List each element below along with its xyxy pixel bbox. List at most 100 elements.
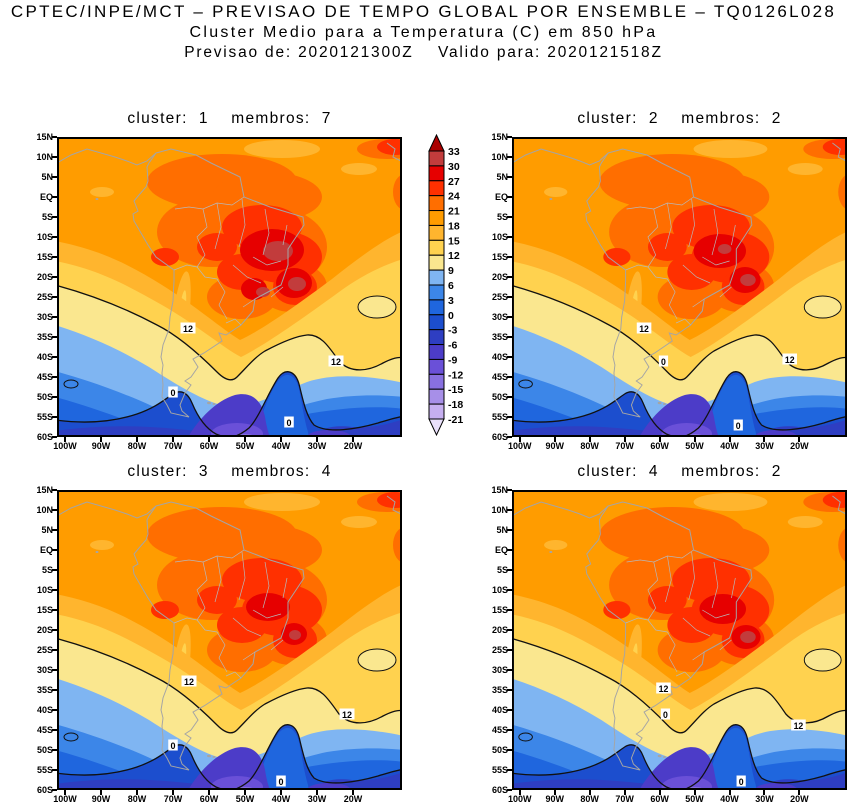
lon-tick-label: 70W bbox=[163, 441, 183, 451]
lat-tick-label: 30S bbox=[491, 665, 508, 675]
warm-region-24-27 bbox=[377, 139, 402, 155]
lon-tick-label: 90W bbox=[545, 441, 564, 451]
colorbar-cell bbox=[428, 344, 445, 360]
contour-label: 12 bbox=[785, 355, 795, 365]
lon-tick-label: 100W bbox=[508, 794, 532, 803]
lat-tick-label: 40S bbox=[36, 352, 53, 362]
lon-tick-label: 60W bbox=[650, 794, 669, 803]
panel-1-title: cluster: 1 membros: 7 bbox=[127, 110, 332, 127]
lat-tick-label: 55S bbox=[36, 765, 53, 775]
central-america-coastline bbox=[512, 148, 609, 166]
warm-region-24-27 bbox=[822, 139, 847, 155]
lat-tick bbox=[507, 509, 512, 511]
lon-tick bbox=[798, 437, 801, 442]
contour-label: 12 bbox=[639, 324, 649, 334]
south-america-coastline bbox=[585, 148, 753, 418]
lat-tick bbox=[52, 156, 57, 158]
lat-tick bbox=[52, 176, 57, 178]
lon-tick bbox=[64, 437, 66, 442]
lat-tick-label: 10S bbox=[36, 232, 53, 242]
lon-tick-label: 20W bbox=[343, 794, 363, 803]
colorbar-cell bbox=[428, 358, 445, 375]
lon-tick bbox=[208, 437, 210, 442]
lat-tick bbox=[52, 769, 57, 771]
lat-tick-label: EQ bbox=[494, 192, 508, 202]
colorbar-boundary-label: 15 bbox=[448, 235, 460, 247]
central-america-coastline bbox=[512, 501, 609, 519]
lon-tick bbox=[100, 790, 102, 795]
lon-tick bbox=[588, 790, 591, 795]
lat-tick-label: 15N bbox=[491, 132, 508, 142]
lat-tick bbox=[52, 356, 57, 358]
lat-tick-label: 10N bbox=[491, 152, 508, 162]
lat-tick-label: 15N bbox=[491, 485, 508, 495]
lon-tick bbox=[658, 790, 661, 795]
colorbar-arrow-up bbox=[428, 134, 445, 152]
contour-label: 0 bbox=[663, 710, 668, 720]
colorbar-cell bbox=[428, 269, 445, 286]
lat-tick bbox=[52, 196, 57, 198]
cool-patch bbox=[693, 140, 768, 158]
contour-label: 12 bbox=[342, 710, 352, 720]
lat-tick bbox=[507, 529, 512, 531]
contour-label: 0 bbox=[278, 777, 283, 787]
contour-label: 0 bbox=[736, 421, 741, 431]
colorbar-cell bbox=[428, 239, 445, 256]
colorbar-boundary-label: -9 bbox=[448, 354, 457, 366]
lon-tick-label: 60W bbox=[199, 794, 219, 803]
colorbar-boundary-label: -15 bbox=[448, 384, 463, 396]
cool-patch bbox=[244, 140, 320, 158]
lat-tick bbox=[507, 236, 512, 238]
colorbar-boundary-label: -6 bbox=[448, 340, 457, 352]
lat-tick-label: 60S bbox=[491, 785, 508, 795]
contour-label: 12 bbox=[794, 721, 804, 731]
lat-tick bbox=[507, 376, 512, 378]
lon-tick-label: 20W bbox=[790, 441, 809, 451]
lon-tick bbox=[352, 790, 354, 795]
lat-tick bbox=[507, 356, 512, 358]
contour-label: 0 bbox=[170, 741, 175, 751]
lon-tick-label: 80W bbox=[127, 441, 147, 451]
lat-tick-label: 20S bbox=[491, 272, 508, 282]
lat-tick bbox=[52, 649, 57, 651]
hot-core-30-33 bbox=[740, 274, 756, 286]
colorbar-boundary-label: 6 bbox=[448, 280, 454, 292]
lat-tick-label: 55S bbox=[491, 412, 508, 422]
lon-tick-label: 60W bbox=[650, 441, 669, 451]
lat-tick bbox=[52, 276, 57, 278]
colorbar-cell bbox=[428, 403, 445, 420]
lon-tick bbox=[553, 790, 556, 795]
lat-tick-label: 10N bbox=[36, 152, 53, 162]
colorbar-boundary-label: 0 bbox=[448, 310, 454, 322]
lon-tick bbox=[518, 790, 521, 795]
lat-tick-label: 40S bbox=[36, 705, 53, 715]
lon-tick-label: 90W bbox=[91, 794, 111, 803]
panel-cluster-3: cluster: 3 membros: 4 12 12 0 0 15N 10N 5N EQ 5… bbox=[36, 463, 402, 803]
lat-tick bbox=[52, 256, 57, 258]
lon-tick bbox=[763, 437, 766, 442]
lat-tick bbox=[52, 749, 57, 751]
colorbar-boundary-label: -21 bbox=[448, 414, 463, 426]
lat-tick-label: 10N bbox=[491, 505, 508, 515]
warm-region-24-27 bbox=[603, 601, 631, 619]
colorbar-boundary-label: 33 bbox=[448, 146, 460, 158]
lon-tick-label: 30W bbox=[755, 441, 774, 451]
central-america-coastline bbox=[57, 501, 157, 519]
contour-label: 0 bbox=[661, 357, 666, 367]
colorbar-boundary-label: -12 bbox=[448, 369, 463, 381]
lat-tick bbox=[52, 509, 57, 511]
map-panel-4: 12 12 0 0 bbox=[512, 490, 847, 790]
lat-tick-label: 30S bbox=[36, 665, 53, 675]
lat-tick bbox=[507, 609, 512, 611]
lon-tick bbox=[798, 790, 801, 795]
lat-tick bbox=[52, 296, 57, 298]
lon-tick bbox=[518, 437, 521, 442]
lat-tick bbox=[52, 709, 57, 711]
lat-tick-label: 15N bbox=[36, 485, 53, 495]
lon-tick bbox=[280, 437, 282, 442]
lat-tick-label: 50S bbox=[36, 745, 53, 755]
panel-2-title: cluster: 2 membros: 2 bbox=[577, 110, 782, 127]
colorbar-arrow-down bbox=[428, 418, 445, 437]
lat-tick bbox=[507, 629, 512, 631]
hot-core-30-33 bbox=[256, 287, 270, 297]
